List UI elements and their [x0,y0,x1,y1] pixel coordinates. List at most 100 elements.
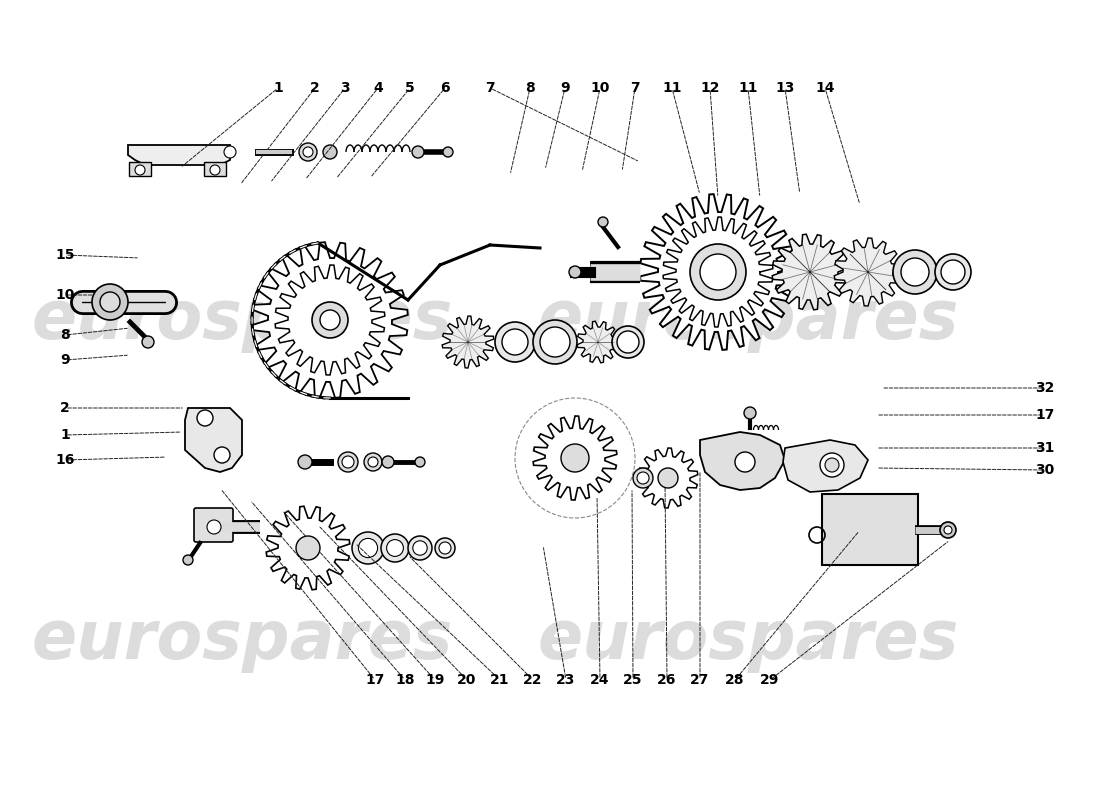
Circle shape [940,260,965,284]
Text: 5: 5 [405,81,415,95]
Text: 26: 26 [658,673,676,687]
Polygon shape [266,506,350,590]
FancyBboxPatch shape [194,508,233,542]
Circle shape [495,322,535,362]
Circle shape [359,538,377,558]
Circle shape [296,536,320,560]
Circle shape [632,468,653,488]
Circle shape [364,453,382,471]
Circle shape [598,217,608,227]
Circle shape [502,329,528,355]
Circle shape [323,145,337,159]
Circle shape [312,302,348,338]
Circle shape [214,447,230,463]
Circle shape [197,410,213,426]
Circle shape [381,534,409,562]
Circle shape [415,457,425,467]
Polygon shape [128,145,230,165]
Circle shape [338,452,358,472]
Text: 24: 24 [591,673,609,687]
Text: 7: 7 [630,81,640,95]
Text: 27: 27 [691,673,710,687]
Text: 31: 31 [1035,441,1055,455]
Circle shape [540,327,570,357]
Text: 9: 9 [560,81,570,95]
Circle shape [412,541,427,555]
Text: 10: 10 [591,81,609,95]
Circle shape [658,468,678,488]
Circle shape [382,456,394,468]
Circle shape [352,532,384,564]
Text: 32: 32 [1035,381,1055,395]
Polygon shape [534,416,617,500]
Circle shape [637,472,649,484]
Text: 17: 17 [1035,408,1055,422]
Circle shape [820,453,844,477]
Text: 13: 13 [776,81,794,95]
Text: eurospares: eurospares [31,287,453,353]
Polygon shape [252,242,408,398]
Text: 10: 10 [55,288,75,302]
Circle shape [569,266,581,278]
FancyBboxPatch shape [129,162,151,176]
Circle shape [825,458,839,472]
Polygon shape [783,440,868,492]
Circle shape [92,284,128,320]
Text: eurospares: eurospares [537,607,959,673]
Circle shape [434,538,455,558]
Polygon shape [834,238,902,306]
Text: 1: 1 [273,81,283,95]
Text: 22: 22 [524,673,542,687]
Circle shape [386,540,404,557]
Text: 8: 8 [525,81,535,95]
Text: 23: 23 [557,673,575,687]
Circle shape [940,522,956,538]
Text: 3: 3 [340,81,350,95]
Circle shape [183,555,192,565]
Text: 28: 28 [725,673,745,687]
Polygon shape [772,234,848,310]
Circle shape [135,165,145,175]
Polygon shape [442,316,494,368]
Circle shape [700,254,736,290]
Circle shape [210,165,220,175]
Polygon shape [275,265,385,375]
Circle shape [298,455,312,469]
Text: 9: 9 [60,353,69,367]
Circle shape [443,147,453,157]
Circle shape [612,326,643,358]
Text: eurospares: eurospares [537,287,959,353]
Circle shape [299,143,317,161]
Circle shape [893,250,937,294]
Text: 11: 11 [738,81,758,95]
Circle shape [735,452,755,472]
Circle shape [944,526,952,534]
Text: 17: 17 [365,673,385,687]
Text: 25: 25 [624,673,642,687]
Circle shape [302,147,313,157]
Polygon shape [700,432,785,490]
Circle shape [412,146,424,158]
FancyBboxPatch shape [822,494,918,565]
Circle shape [744,407,756,419]
Text: 12: 12 [701,81,719,95]
Text: 11: 11 [662,81,682,95]
Circle shape [534,320,578,364]
Circle shape [207,520,221,534]
Polygon shape [640,194,796,350]
Text: 15: 15 [55,248,75,262]
Text: 6: 6 [440,81,450,95]
Circle shape [320,310,340,330]
Text: 2: 2 [310,81,320,95]
Polygon shape [638,448,697,508]
Circle shape [342,456,354,468]
Text: 7: 7 [485,81,495,95]
Text: eurospares: eurospares [31,607,453,673]
Circle shape [408,536,432,560]
Circle shape [224,146,236,158]
Text: 2: 2 [60,401,70,415]
Circle shape [935,254,971,290]
Text: 18: 18 [395,673,415,687]
Circle shape [617,331,639,353]
Circle shape [142,336,154,348]
